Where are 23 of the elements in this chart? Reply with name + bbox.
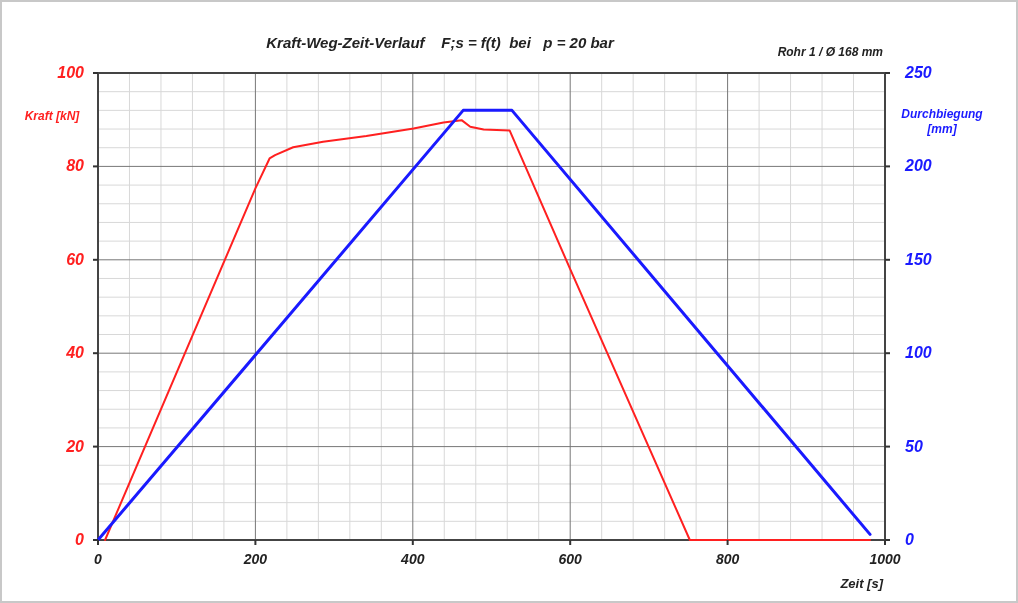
y2-tick-label: 150 xyxy=(905,250,932,268)
y-axis-title: Kraft [kN] xyxy=(24,109,81,123)
text: Rohr 1 / Ø 168 mm xyxy=(777,45,884,59)
y2-tick-label: 250 xyxy=(904,64,932,81)
x-tick-label: 400 xyxy=(400,551,425,567)
y-tick-label: 80 xyxy=(66,157,85,175)
y-tick-label: 0 xyxy=(75,531,85,548)
y-tick-label: 100 xyxy=(57,64,85,81)
y2-tick-label: 100 xyxy=(905,344,932,362)
y-tick-label: 60 xyxy=(66,250,85,268)
y-tick-label: 20 xyxy=(65,437,85,455)
y2-tick-label: 0 xyxy=(905,531,914,548)
y2-axis-title: Durchbiegung [mm] xyxy=(901,107,984,136)
chart-title: Kraft-Weg-Zeit-Verlauf F;s = f(t) bei p = 20 bar xyxy=(266,34,615,51)
y2-tick-label: 50 xyxy=(905,437,923,455)
x-axis-title: Zeit [s] xyxy=(839,576,884,591)
y2-tick-label: 200 xyxy=(904,157,932,175)
x-tick-label: 200 xyxy=(242,551,268,567)
x-tick-label: 800 xyxy=(715,551,740,567)
x-tick-label: 1000 xyxy=(869,551,901,567)
y-tick-label: 40 xyxy=(65,344,85,362)
x-tick-label: 0 xyxy=(94,551,103,567)
x-tick-label: 600 xyxy=(558,551,583,567)
